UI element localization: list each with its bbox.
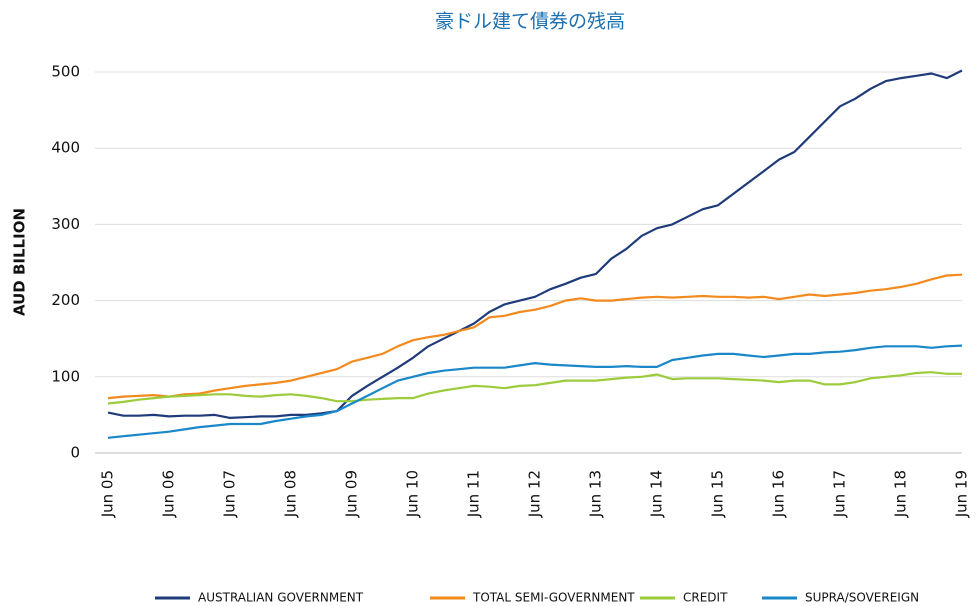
x-tick-label: Jun 13 [587,470,605,518]
y-tick-label: 300 [51,215,80,233]
x-tick-label: Jun 05 [99,470,117,518]
legend-label: SUPRA/SOVEREIGN [805,591,919,605]
legend-label: CREDIT [683,591,728,605]
x-tick-label: Jun 08 [282,470,300,518]
x-tick-label: Jun 06 [160,470,178,518]
chart-title: 豪ドル建て債券の残高 [435,11,625,33]
x-tick-label: Jun 15 [709,470,727,518]
x-tick-label: Jun 12 [526,470,544,518]
line-series [107,344,963,439]
y-tick-label: 0 [70,444,80,462]
x-tick-label: Jun 18 [892,470,910,518]
x-tick-label: Jun 19 [953,470,971,518]
legend-label: TOTAL SEMI-GOVERNMENT [472,591,635,605]
x-tick-label: Jun 16 [770,470,788,518]
y-axis-label: AUD BILLION [11,208,29,316]
y-tick-label: 500 [51,63,80,81]
y-tick-label: 100 [51,367,80,385]
legend-label: AUSTRALIAN GOVERNMENT [198,591,364,605]
line-series [107,371,962,405]
line-series [107,69,963,419]
x-tick-label: Jun 14 [648,470,666,518]
x-tick-label: Jun 11 [465,470,483,518]
y-tick-label: 200 [51,291,80,309]
x-tick-label: Jun 10 [404,470,422,518]
y-tick-label: 400 [51,139,80,157]
x-tick-label: Jun 07 [221,470,239,518]
x-tick-label: Jun 09 [343,470,361,518]
line-series [107,273,963,400]
x-tick-label: Jun 17 [831,470,849,518]
